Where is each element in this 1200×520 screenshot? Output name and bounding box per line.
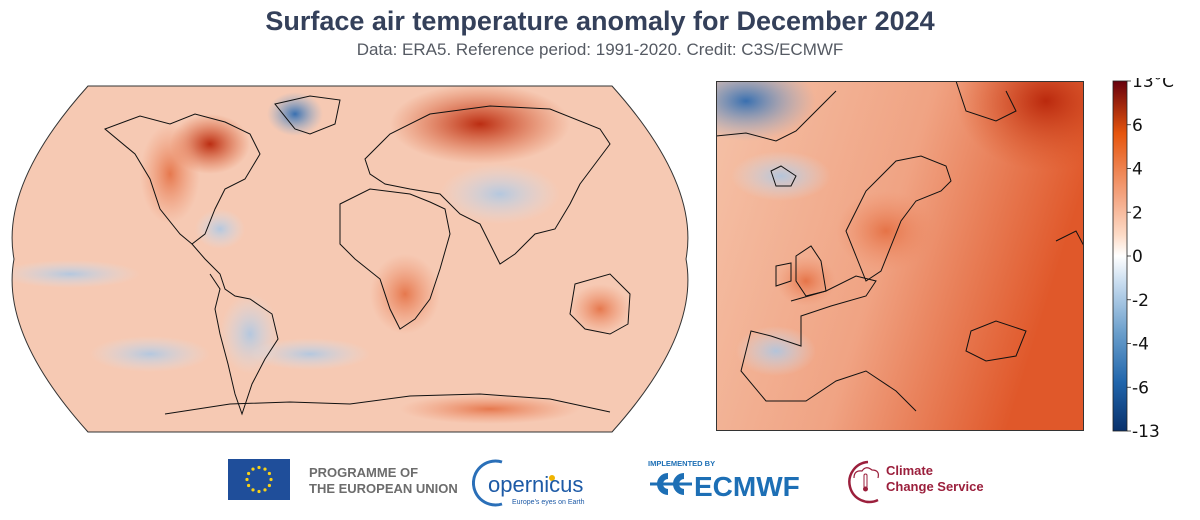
star-icon xyxy=(269,477,273,482)
colorbar-tick-label: -6 xyxy=(1132,378,1149,398)
map-background xyxy=(12,86,688,432)
anomaly-region xyxy=(400,394,580,424)
anomaly-region xyxy=(440,164,560,224)
copernicus-arc-icon xyxy=(471,459,503,507)
anomaly-region xyxy=(390,86,570,164)
anomaly-region xyxy=(140,124,200,224)
star-icon xyxy=(247,483,251,488)
colorbar-tick-label: -4 xyxy=(1132,335,1149,355)
eu-line2: THE EUROPEAN UNION xyxy=(309,481,458,496)
global-map xyxy=(11,85,689,433)
coastlines xyxy=(104,95,631,416)
anomaly-region xyxy=(570,284,630,334)
anomaly-region xyxy=(956,81,1084,171)
star-icon xyxy=(257,489,261,494)
copernicus-logo: opernicus Europe's eyes on Earth xyxy=(471,456,602,508)
eu-line1: PROGRAMME OF xyxy=(309,465,419,480)
star-icon xyxy=(263,467,267,471)
star-icon xyxy=(251,467,255,471)
anomaly-region xyxy=(836,191,936,271)
star-icon xyxy=(251,488,255,492)
colorbar-tick-label: 0 xyxy=(1132,247,1143,267)
anomaly-region xyxy=(716,81,816,141)
eu-flag-logo xyxy=(228,459,290,500)
colorbar-ramp xyxy=(1112,80,1128,432)
c3s-line1: Climate xyxy=(886,463,933,478)
chart-title: Surface air temperature anomaly for Dece… xyxy=(265,6,935,36)
anomaly-region xyxy=(736,326,816,376)
anomaly-region xyxy=(12,260,140,288)
colorbar-tick-label: 2 xyxy=(1132,203,1143,223)
map-frame xyxy=(11,85,689,433)
copernicus-tagline: Europe's eyes on Earth xyxy=(512,499,585,506)
anomaly-region xyxy=(776,256,836,306)
star-icon xyxy=(247,471,251,476)
coastlines xyxy=(716,81,1084,412)
eu-stars-icon xyxy=(245,465,273,494)
anomaly-region xyxy=(195,209,245,249)
star-icon xyxy=(257,465,261,470)
ecmwf-wordmark: ECMWF xyxy=(694,471,800,502)
chart-subtitle: Data: ERA5. Reference period: 1991-2020.… xyxy=(356,40,844,59)
c3s-arc-icon xyxy=(848,460,879,504)
map-frame xyxy=(716,81,1084,431)
colorbar-tick-label: 13°C xyxy=(1132,78,1174,92)
star-icon xyxy=(263,488,267,492)
ecmwf-logo: IMPLEMENTED BY ECMWF xyxy=(646,456,816,506)
anomaly-region xyxy=(731,151,831,201)
implemented-by-label: IMPLEMENTED BY xyxy=(648,459,715,468)
eu-programme-text: PROGRAMME OF THE EUROPEAN UNION xyxy=(309,465,458,497)
colorbar-tick-label: 6 xyxy=(1132,116,1143,136)
star-icon xyxy=(245,477,249,482)
c3s-logo: Climate Change Service xyxy=(840,458,990,504)
c3s-line2: Change Service xyxy=(886,479,984,494)
anomaly-region xyxy=(90,336,210,372)
temperature-colorbar: 13°C 6 4 2 0 -2 -4 -6 -13 xyxy=(1112,78,1174,440)
ecmwf-symbol-icon xyxy=(650,473,692,495)
colorbar-tick-label: 4 xyxy=(1132,160,1143,180)
star-icon xyxy=(267,483,271,488)
europe-map xyxy=(716,81,1084,431)
anomaly-region xyxy=(250,338,370,370)
anomaly-region xyxy=(370,254,440,334)
colorbar-tick-label: -2 xyxy=(1132,291,1149,311)
colorbar-tick-label: -13 xyxy=(1132,422,1160,440)
cloud-icon xyxy=(853,467,879,479)
copernicus-dot-icon xyxy=(549,475,555,481)
thermometer-icon xyxy=(863,473,868,489)
star-icon xyxy=(267,471,271,476)
copernicus-wordmark: opernicus xyxy=(488,472,583,497)
